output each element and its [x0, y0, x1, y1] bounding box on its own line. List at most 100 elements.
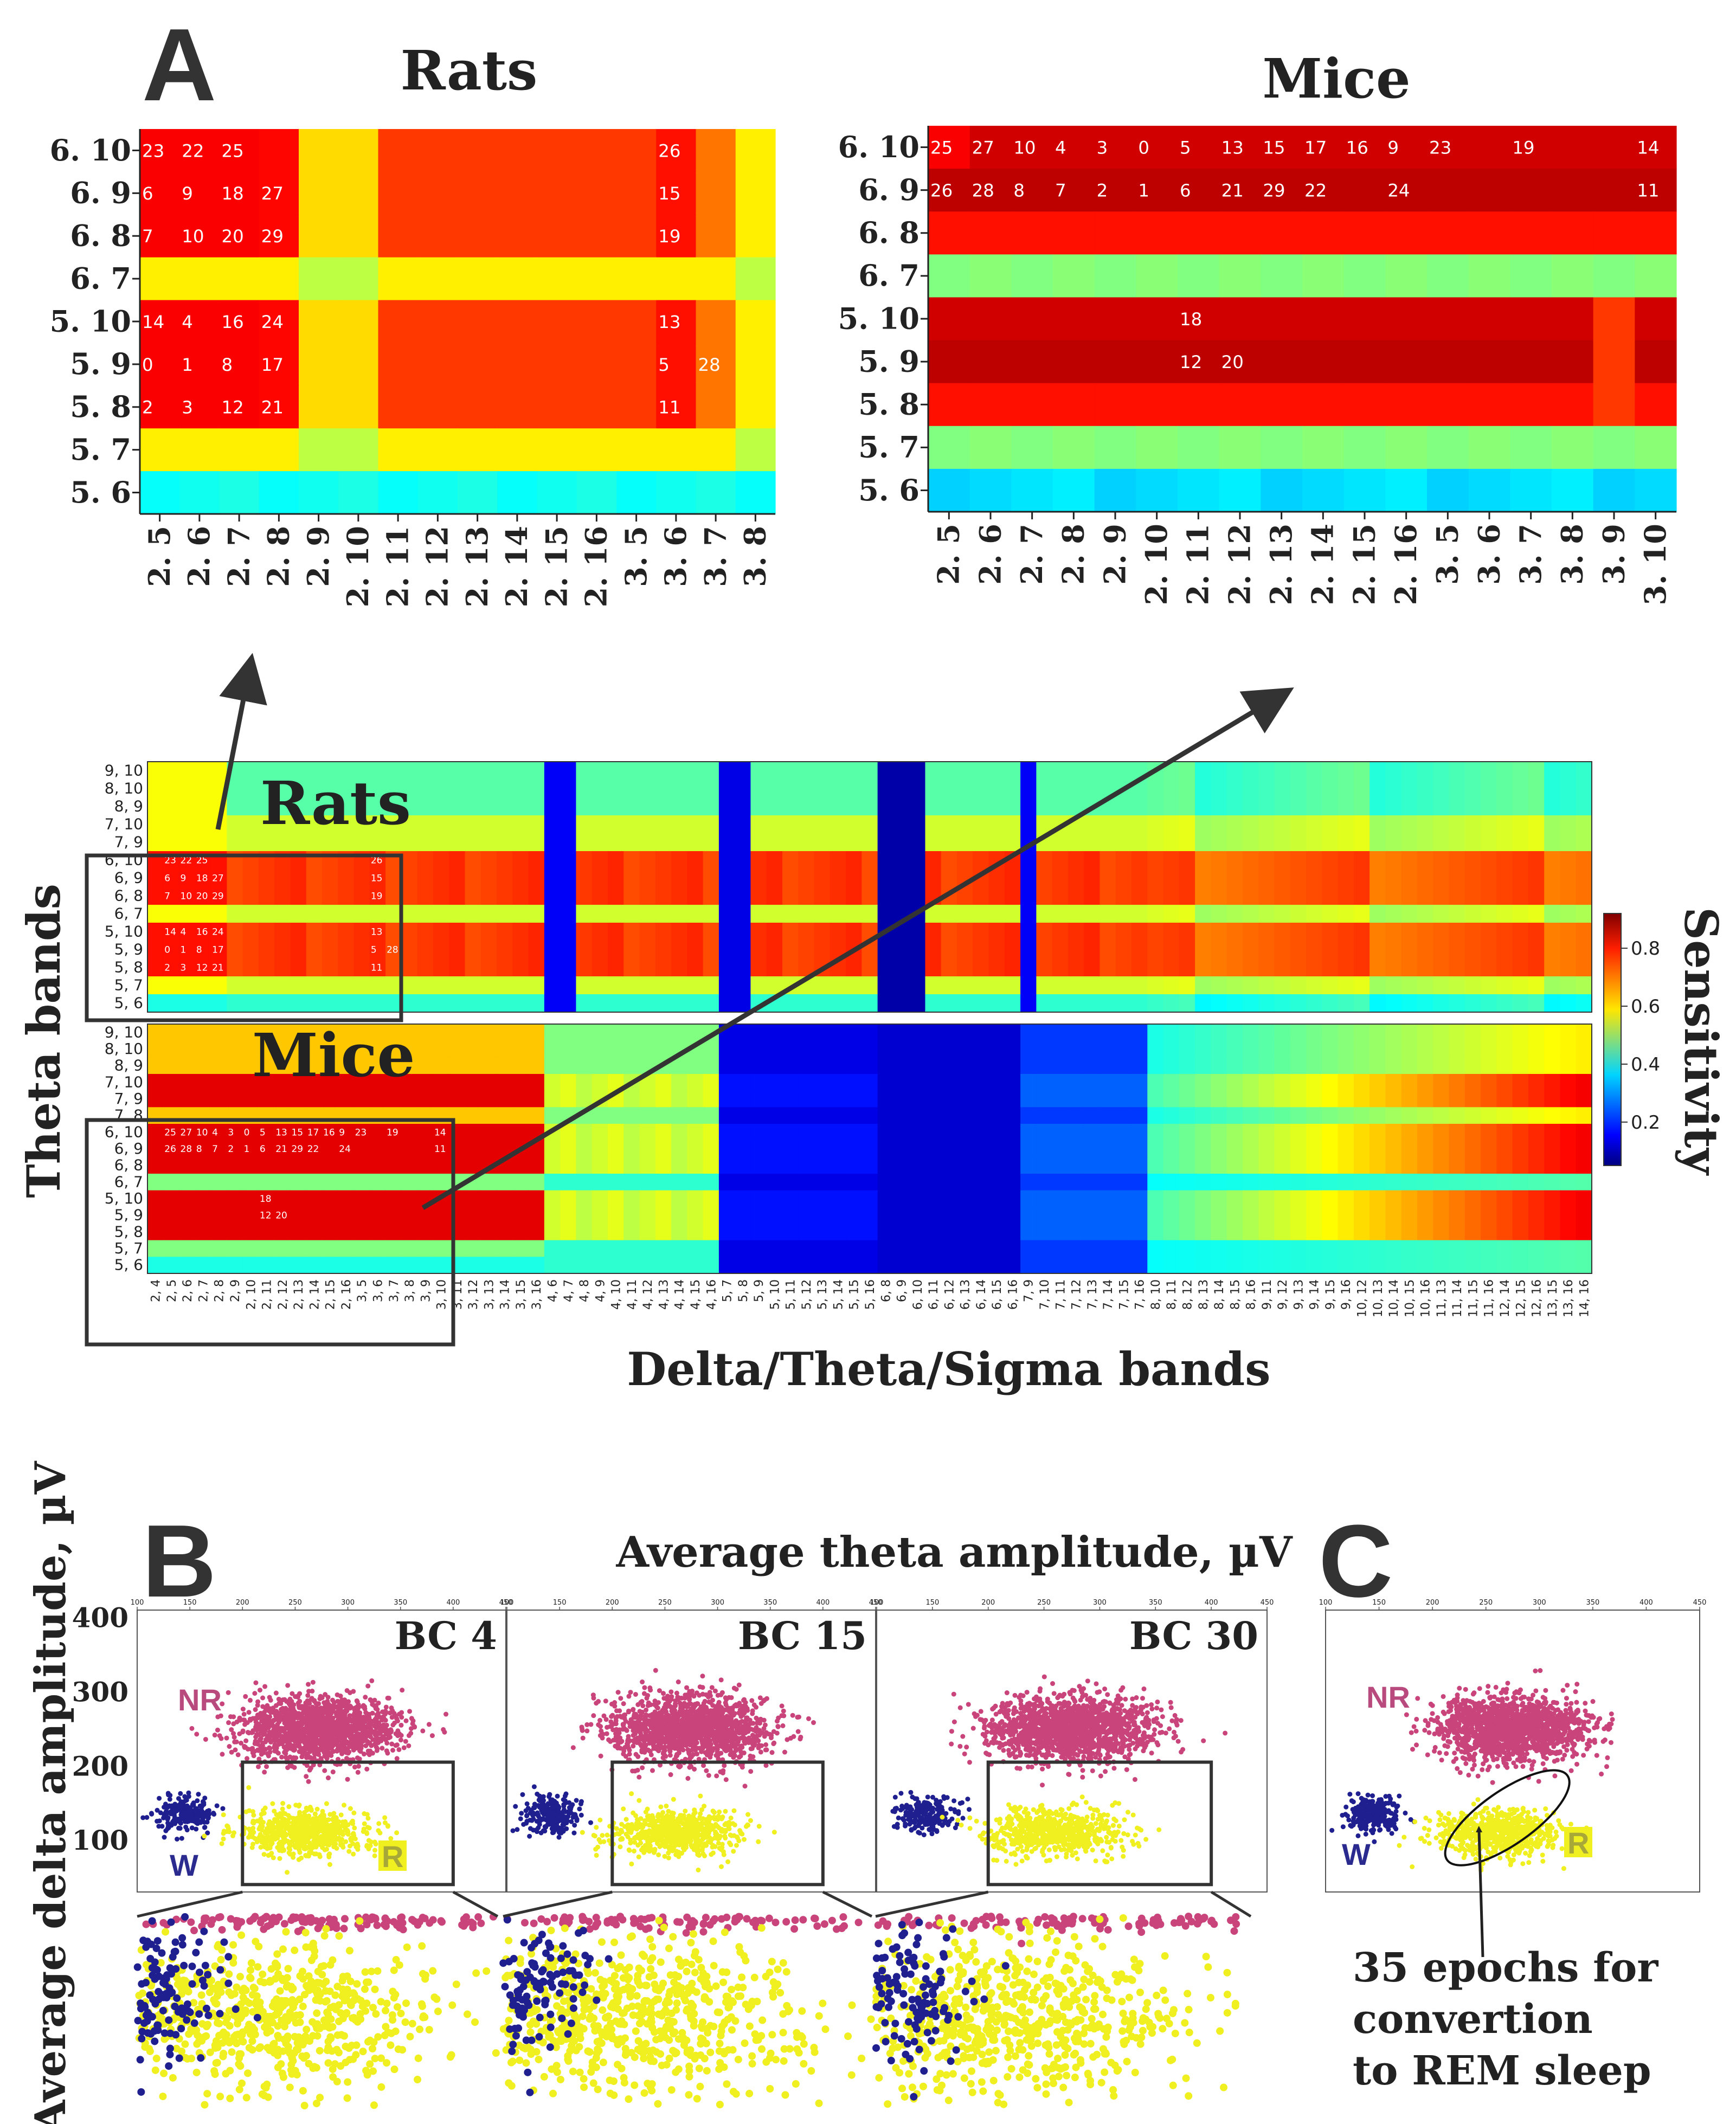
- heatmap-cell: [1147, 1091, 1163, 1108]
- heatmap-cell: [465, 1190, 481, 1207]
- heatmap-cell: [655, 958, 672, 977]
- heatmap-cell: [1513, 1107, 1529, 1124]
- heatmap-cell: [1005, 1141, 1021, 1157]
- heatmap-cell: [767, 905, 783, 923]
- heatmap-cell: [1290, 958, 1307, 977]
- heatmap-cell: [1011, 469, 1053, 512]
- heatmap-cell: [1560, 1057, 1576, 1074]
- y-tick-label: 6, 8: [114, 1156, 143, 1174]
- heatmap-cell: [1560, 780, 1576, 798]
- heatmap-cell: [576, 1074, 592, 1091]
- heatmap-cell: [1401, 1074, 1418, 1091]
- heatmap-cell: [1036, 905, 1052, 923]
- heatmap-cell: [782, 1091, 799, 1108]
- heatmap-cell: [846, 1240, 862, 1257]
- heatmap-cell: [893, 815, 910, 834]
- heatmap-cell: [1528, 797, 1545, 816]
- x-tick-label: 2, 10: [245, 1279, 258, 1310]
- x-tick-label: 3, 16: [530, 1279, 544, 1310]
- heatmap-cell: [1401, 815, 1418, 834]
- heatmap-cell: [1147, 1257, 1163, 1273]
- heatmap-cell: [512, 1257, 529, 1273]
- heatmap-cell: [211, 994, 227, 1013]
- heatmap-cell: [671, 887, 687, 905]
- scatter-point: [400, 1688, 404, 1692]
- heatmap-cell: [481, 994, 497, 1013]
- heatmap-cell: [1005, 941, 1021, 959]
- heatmap-cell: [354, 1224, 370, 1240]
- heatmap-cell: [529, 958, 545, 977]
- heatmap-cell: [1306, 1240, 1322, 1257]
- heatmap-cell: [147, 1124, 164, 1141]
- cell-annotation: 29: [1263, 181, 1285, 201]
- heatmap-cell: [1465, 923, 1481, 941]
- heatmap-cell: [1116, 1157, 1132, 1174]
- heatmap-cell: [1369, 1124, 1386, 1141]
- mice-zoom-heatmap: 6. 106. 96. 86. 75. 105. 95. 85. 75. 62.…: [838, 126, 1677, 605]
- heatmap-cell: [1449, 1141, 1465, 1157]
- heatmap-cell: [576, 780, 592, 798]
- heatmap-cell: [1084, 1091, 1100, 1108]
- heatmap-cell: [623, 1141, 640, 1157]
- heatmap-cell: [925, 833, 941, 852]
- heatmap-cell: [1005, 815, 1021, 834]
- scatter-point: [324, 1701, 329, 1706]
- heatmap-cell: [941, 1141, 957, 1157]
- heatmap-cell: [1344, 254, 1386, 298]
- heatmap-cell: [449, 780, 465, 798]
- scatter-point: [241, 1728, 246, 1733]
- heatmap-cell: [512, 976, 529, 995]
- heatmap-cell: [861, 1107, 878, 1124]
- heatmap-cell: [338, 905, 354, 923]
- heatmap-cell: [1020, 869, 1037, 887]
- heatmap-cell: [687, 1057, 703, 1074]
- heatmap-cell: [608, 1141, 624, 1157]
- heatmap-cell: [735, 815, 751, 834]
- heatmap-cell: [259, 923, 275, 941]
- heatmap-cell: [1417, 1024, 1433, 1041]
- heatmap-cell: [1036, 1041, 1052, 1058]
- heatmap-cell: [465, 1091, 481, 1108]
- heatmap-cell: [576, 1091, 592, 1108]
- heatmap-cell: [861, 994, 878, 1013]
- heatmap-cell: [846, 851, 862, 870]
- heatmap-cell: [1433, 833, 1449, 852]
- heatmap-cell: [1576, 1141, 1592, 1157]
- heatmap-cell: [418, 300, 458, 343]
- heatmap-cell: [417, 1207, 434, 1224]
- heatmap-cell: [1322, 797, 1338, 816]
- x-tick-label: 2. 9: [301, 526, 336, 587]
- heatmap-cell: [1020, 1257, 1037, 1273]
- heatmap-cell: [616, 428, 657, 471]
- heatmap-cell: [1227, 923, 1243, 941]
- x-tick-label: 3. 6: [1471, 524, 1506, 585]
- heatmap-cell: [1258, 1091, 1275, 1108]
- heatmap-cell: [1179, 1124, 1195, 1141]
- heatmap-cell: [957, 1141, 973, 1157]
- scatter-point: [253, 1735, 258, 1740]
- heatmap-cell: [458, 215, 498, 258]
- heatmap-cell: [1513, 1091, 1529, 1108]
- heatmap-cell: [735, 994, 751, 1013]
- heatmap-cell: [928, 469, 970, 512]
- scatter-point: [355, 1743, 360, 1748]
- scatter-point: [277, 1711, 281, 1716]
- heatmap-cell: [1513, 815, 1529, 834]
- heatmap-cell: [1243, 1190, 1259, 1207]
- heatmap-cell: [354, 958, 370, 977]
- heatmap-cell: [1560, 815, 1576, 834]
- heatmap-cell: [227, 1174, 243, 1190]
- x-tick-label: 4, 7: [562, 1279, 576, 1302]
- scatter-point: [395, 1756, 400, 1761]
- heatmap-cell: [735, 1141, 751, 1157]
- heatmap-cell: [1449, 869, 1465, 887]
- heatmap-cell: [592, 869, 608, 887]
- heatmap-cell: [1227, 1024, 1243, 1041]
- heatmap-cell: [640, 1091, 656, 1108]
- heatmap-cell: [893, 941, 910, 959]
- heatmap-cell: [687, 887, 703, 905]
- heatmap-cell: [560, 1091, 576, 1108]
- scatter-point: [331, 1749, 336, 1754]
- heatmap-cell: [655, 941, 672, 959]
- heatmap-cell: [512, 923, 529, 941]
